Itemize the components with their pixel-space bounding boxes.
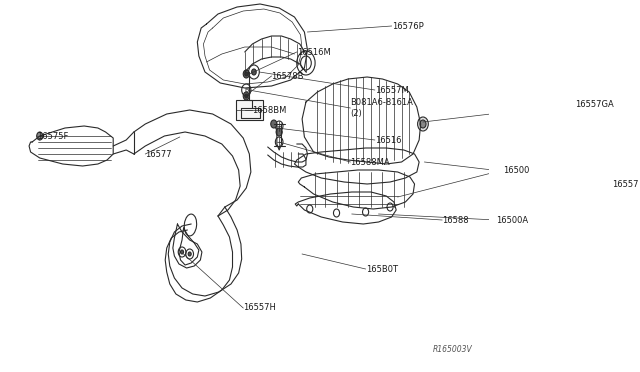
Circle shape xyxy=(188,252,191,256)
Text: 16577: 16577 xyxy=(145,150,172,158)
Circle shape xyxy=(276,128,282,136)
Text: B: B xyxy=(244,87,248,93)
Text: 16557GA: 16557GA xyxy=(575,99,614,109)
Text: 16557M: 16557M xyxy=(375,86,408,94)
Text: 16500: 16500 xyxy=(503,166,530,174)
Circle shape xyxy=(418,117,428,131)
Circle shape xyxy=(271,120,277,128)
Text: R165003V: R165003V xyxy=(433,345,473,354)
Text: 16578B: 16578B xyxy=(271,71,304,80)
Text: 16588MA: 16588MA xyxy=(350,157,390,167)
Text: 16576P: 16576P xyxy=(392,22,423,31)
Text: 16516: 16516 xyxy=(375,135,401,144)
Circle shape xyxy=(243,92,250,100)
Text: 16557H: 16557H xyxy=(243,304,276,312)
Circle shape xyxy=(252,69,256,75)
FancyBboxPatch shape xyxy=(236,100,263,120)
Circle shape xyxy=(180,250,184,254)
Text: 16500A: 16500A xyxy=(495,215,528,224)
Text: 16516M: 16516M xyxy=(297,48,330,57)
Text: 16575F: 16575F xyxy=(36,131,68,141)
Circle shape xyxy=(420,120,426,128)
Circle shape xyxy=(36,132,43,140)
Text: B081A6-8161A
(2): B081A6-8161A (2) xyxy=(350,98,413,118)
Text: 16588: 16588 xyxy=(442,215,468,224)
Text: 165B0T: 165B0T xyxy=(365,264,397,273)
Circle shape xyxy=(243,70,250,78)
Text: 16557: 16557 xyxy=(612,180,638,189)
Circle shape xyxy=(244,72,248,76)
Circle shape xyxy=(244,94,248,98)
Text: 1658BM: 1658BM xyxy=(252,106,287,115)
